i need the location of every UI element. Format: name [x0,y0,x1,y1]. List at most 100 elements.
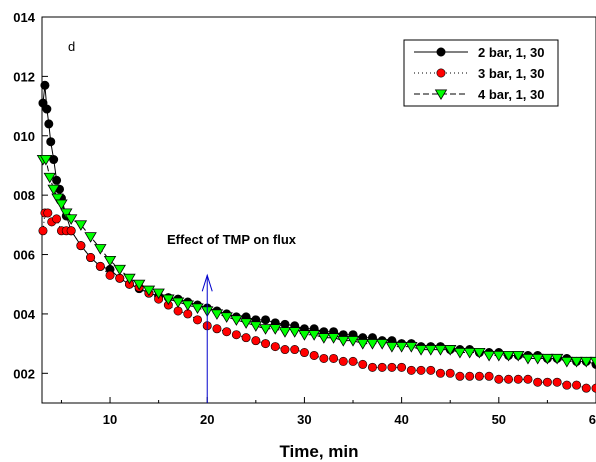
data-point [299,348,309,358]
data-point [123,273,136,285]
data-point [38,226,48,236]
data-point [309,350,319,360]
legend-marker [434,89,448,101]
data-point [269,324,282,335]
y-tick-label: 010 [13,129,35,144]
data-point [42,104,52,114]
data-point [52,214,62,224]
data-point [327,333,340,344]
data-point [220,312,233,323]
data-point [521,353,535,365]
annotation-arrow-head [201,273,213,292]
series-2 [36,154,596,368]
x-tick-label: 30 [297,412,311,427]
data-point [542,377,552,387]
data-point [406,365,416,375]
data-point [231,330,241,340]
x-tick-label: 10 [103,412,117,427]
data-point [55,199,68,211]
data-point [385,342,399,353]
data-point [502,350,515,362]
data-point [43,208,53,218]
x-tick-label: 20 [200,412,214,427]
data-point [512,350,525,362]
legend-marker [436,68,446,78]
data-point [142,285,156,297]
data-point [541,353,554,365]
data-point [47,184,60,196]
data-point [356,339,369,350]
data-point [435,368,445,378]
data-point [66,226,76,236]
data-point [405,342,418,353]
data-point [434,345,447,356]
data-point [212,324,222,334]
data-point [414,345,428,356]
data-point [348,356,358,366]
data-point [40,80,50,90]
data-point [494,374,504,384]
data-point [171,297,185,309]
data-point [346,336,360,347]
legend-label-2bar: 2 bar, 1, 30 [478,45,545,60]
data-point [132,279,146,291]
series-layer [36,80,596,393]
data-point [465,371,475,381]
y-tick-label: 008 [13,188,35,203]
data-point [375,339,389,350]
data-point [591,383,596,393]
series-0 [38,80,596,369]
y-tick-label: 012 [13,69,35,84]
data-point [251,336,261,346]
data-point [210,309,224,320]
series-1 [38,208,596,393]
data-point [288,327,301,338]
data-point [191,303,204,314]
data-point [261,315,271,325]
data-point [531,353,544,365]
data-point [484,371,494,381]
data-point [261,339,271,349]
data-point [550,353,564,365]
x-tick-label: 50 [492,412,506,427]
data-point [473,347,486,359]
data-point [337,336,350,347]
legend: 2 bar, 1, 30 3 bar, 1, 30 4 bar, 1, 30 [403,39,559,107]
data-point [426,365,436,375]
data-point [230,315,243,326]
data-point [113,264,126,276]
data-point [298,330,311,341]
data-point [74,220,88,231]
data-point [455,371,465,381]
data-point [181,300,194,312]
data-point [424,345,437,356]
data-point [39,154,53,166]
x-tick-label: 40 [394,412,408,427]
data-point [307,330,321,341]
data-point [249,321,263,332]
data-point [560,356,574,368]
legend-marker [436,47,446,57]
data-point [222,327,232,337]
data-point [52,175,62,185]
data-point [338,356,348,366]
data-point [367,362,377,372]
data-point [570,356,583,368]
y-tick-label: 002 [13,366,35,381]
data-point [444,345,457,356]
data-point [474,371,484,381]
data-point [589,356,596,368]
data-point [95,261,105,271]
data-point [445,368,455,378]
data-point [562,380,572,390]
data-point [513,374,523,384]
data-point [533,377,543,387]
data-point [239,318,253,329]
legend-label-4bar: 4 bar, 1, 30 [478,87,545,102]
y-axis: 002 004 006 008 010 012 014 [13,10,48,381]
y-tick-label: 006 [13,248,35,263]
data-point [317,333,331,344]
data-point [319,353,329,363]
data-point [193,315,203,325]
data-point [377,362,387,372]
